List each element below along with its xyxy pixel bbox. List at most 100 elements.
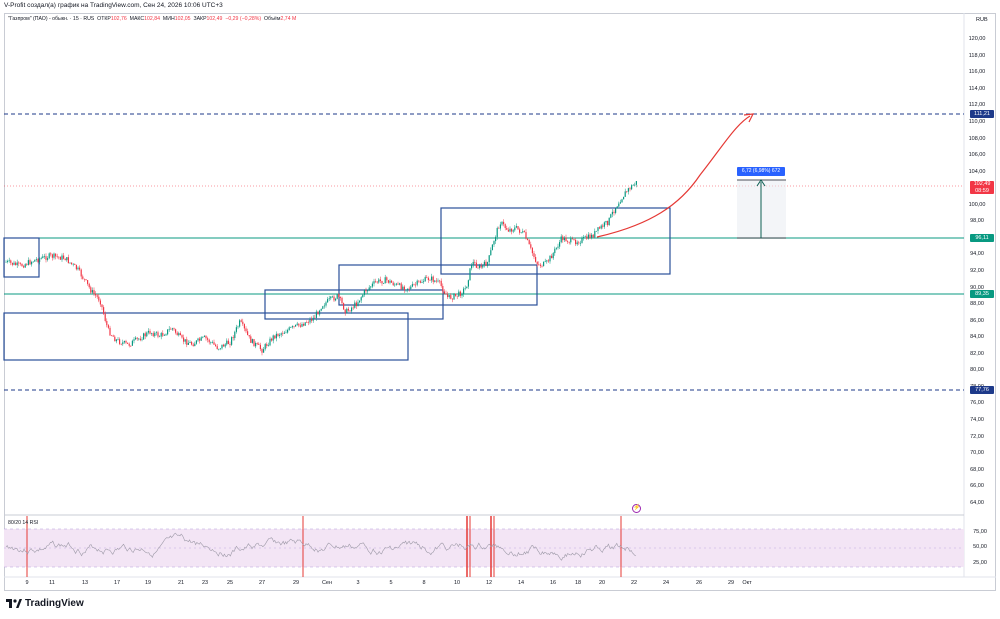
price-tick: 76,00	[970, 400, 984, 406]
candle-body	[72, 263, 74, 265]
candle-body	[448, 295, 450, 298]
candle-body	[136, 337, 138, 339]
candle-body	[613, 211, 615, 213]
candle-body	[592, 234, 594, 238]
lightning-icon[interactable]: ⚡	[632, 504, 641, 513]
candlestick-series[interactable]	[5, 180, 637, 356]
candle-body	[621, 199, 623, 203]
candle-body	[389, 280, 391, 283]
candle-body	[536, 261, 538, 265]
candle-body	[341, 297, 343, 304]
candle-body	[367, 289, 369, 292]
candle-body	[87, 280, 89, 284]
candle-body	[143, 333, 145, 340]
candle-body	[179, 333, 181, 336]
candle-body	[181, 335, 183, 338]
candle-body	[533, 253, 535, 258]
candle-body	[549, 255, 551, 262]
candle-body	[296, 323, 298, 325]
candle-body	[149, 330, 151, 334]
candle-body	[517, 226, 519, 230]
candle-body	[98, 296, 100, 301]
candle-body	[472, 262, 474, 266]
candle-body	[251, 339, 253, 343]
close-value: 102,49	[206, 16, 223, 22]
volume-value: 2,74 M	[280, 16, 297, 22]
symbol-legend[interactable]: "Газпром" (ПАО) - обыкн. · 15 · RUS ОТКР…	[8, 16, 296, 22]
candle-body	[75, 264, 77, 270]
candle-body	[23, 266, 25, 268]
candle-body	[77, 267, 79, 270]
candle-body	[295, 324, 297, 327]
candle-body	[256, 343, 258, 344]
candle-body	[475, 262, 477, 268]
candle-body	[167, 329, 169, 335]
candle-body	[211, 342, 213, 343]
candle-body	[151, 333, 153, 334]
candle-body	[327, 299, 329, 303]
candle-body	[464, 288, 466, 289]
candle-body	[432, 276, 434, 282]
price-tick: 94,00	[970, 251, 984, 257]
candle-body	[581, 238, 583, 243]
price-tick: 88,00	[970, 301, 984, 307]
candle-body	[325, 302, 327, 306]
candle-body	[352, 307, 354, 309]
rsi-label[interactable]: 80/20 14 RSI	[8, 520, 39, 526]
candle-body	[458, 291, 460, 297]
price-tick: 120,00	[968, 36, 986, 42]
currency-label[interactable]: RUB	[976, 17, 988, 23]
candle-body	[264, 344, 266, 350]
forecast-arrow[interactable]	[596, 115, 751, 238]
tradingview-logo: TradingView	[6, 598, 84, 609]
candle-body	[339, 296, 341, 298]
symbol-name[interactable]: "Газпром" (ПАО) - обыкн. · 15 · RUS	[8, 16, 95, 22]
candle-body	[594, 231, 596, 238]
candle-body	[11, 262, 13, 265]
candle-body	[239, 320, 241, 327]
candle-body	[408, 288, 410, 290]
range-box-1[interactable]	[3, 237, 40, 278]
candle-body	[466, 286, 468, 289]
measure-label[interactable]: 6,72 (6,98%) 672	[737, 167, 785, 176]
range-box-5[interactable]	[440, 207, 671, 275]
price-tick: 68,00	[970, 467, 984, 473]
date-tick: 14	[517, 580, 525, 586]
candle-body	[629, 188, 631, 190]
candle-body	[194, 343, 196, 347]
measure-arrow-head	[756, 179, 766, 187]
candle-body	[461, 293, 463, 296]
price-tick: 92,00	[970, 268, 984, 274]
candle-body	[277, 333, 279, 336]
range-box-2[interactable]	[3, 312, 409, 361]
price-tick: 100,00	[968, 202, 986, 208]
candle-body	[288, 327, 290, 330]
candle-body	[237, 326, 239, 328]
chart-frame[interactable]	[4, 13, 996, 591]
candle-body	[160, 333, 162, 337]
candle-body	[595, 230, 597, 232]
candle-body	[589, 234, 591, 239]
candle-body	[523, 231, 525, 233]
candle-body	[58, 256, 60, 258]
candle-body	[154, 332, 156, 337]
candle-body	[26, 264, 28, 265]
candle-body	[587, 234, 589, 239]
candle-body	[40, 258, 42, 259]
price-tick: 64,00	[970, 500, 984, 506]
candle-body	[247, 331, 249, 336]
candle-body	[416, 280, 418, 285]
candle-body	[15, 262, 17, 266]
candle-body	[139, 338, 141, 341]
candle-body	[490, 250, 492, 256]
candle-body	[597, 227, 599, 231]
candle-body	[632, 184, 634, 186]
candle-body	[83, 278, 85, 280]
candle-body	[80, 269, 82, 277]
candle-body	[535, 257, 537, 262]
candle-body	[232, 337, 234, 339]
candle-body	[453, 293, 455, 300]
candle-body	[107, 325, 109, 328]
range-box-4[interactable]	[338, 264, 538, 306]
